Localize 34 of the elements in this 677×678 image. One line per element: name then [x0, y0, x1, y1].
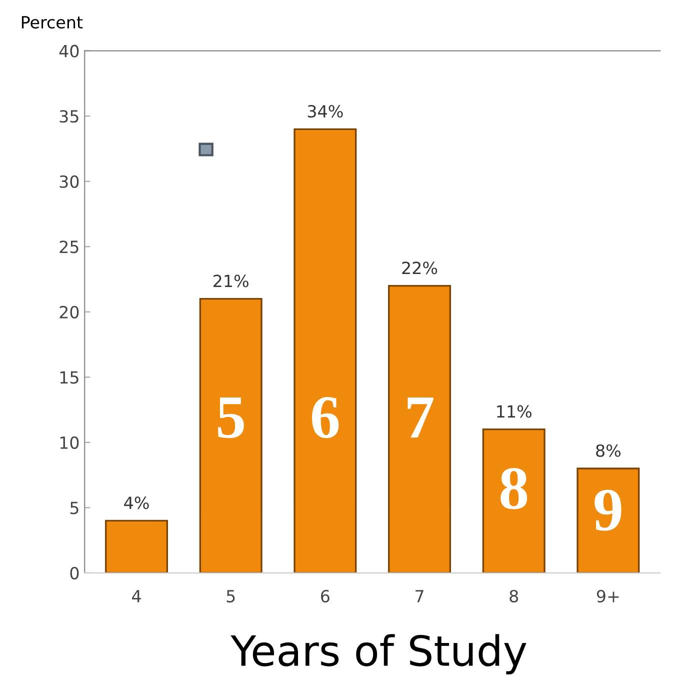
y-tick-label: 30 — [60, 175, 79, 188]
annotation: 5 — [218, 397, 244, 438]
y-tick-label: 35 — [60, 110, 78, 123]
data-label: 21% — [214, 274, 248, 288]
y-tick-label: 10 — [60, 436, 79, 449]
data-label: 34% — [308, 104, 343, 118]
bar — [482, 428, 546, 573]
x-axis-title: Years of Study — [230, 634, 526, 674]
x-tick-label: 7 — [416, 590, 424, 602]
x-tick-label: 5 — [226, 590, 235, 602]
x-tick-label: 6 — [321, 590, 330, 602]
annotation: 9 — [594, 490, 622, 531]
y-tick-label: 5 — [70, 502, 78, 514]
y-tick-label: 40 — [59, 44, 79, 58]
bar — [294, 128, 357, 573]
bar — [388, 284, 452, 573]
y-tick-label: 25 — [60, 240, 78, 254]
y-tick-label: 20 — [60, 306, 79, 318]
annotation: 8 — [500, 468, 528, 510]
annotation: 6 — [312, 397, 339, 438]
x-tick-label: 8 — [510, 590, 518, 602]
bar — [105, 520, 168, 573]
bar — [199, 298, 262, 573]
y-axis-title: Percent — [22, 16, 83, 29]
data-label: 8% — [596, 444, 620, 457]
y-tick-label: 15 — [60, 371, 78, 384]
data-label: 4% — [124, 496, 149, 510]
bar — [576, 468, 640, 573]
x-tick-label: 9+ — [596, 590, 619, 602]
data-label: 22% — [402, 262, 438, 274]
annotation: 7 — [408, 397, 434, 438]
y-tick-label: 0 — [70, 566, 79, 580]
data-label: 11% — [497, 405, 532, 418]
x-tick-label: 4 — [132, 590, 141, 602]
